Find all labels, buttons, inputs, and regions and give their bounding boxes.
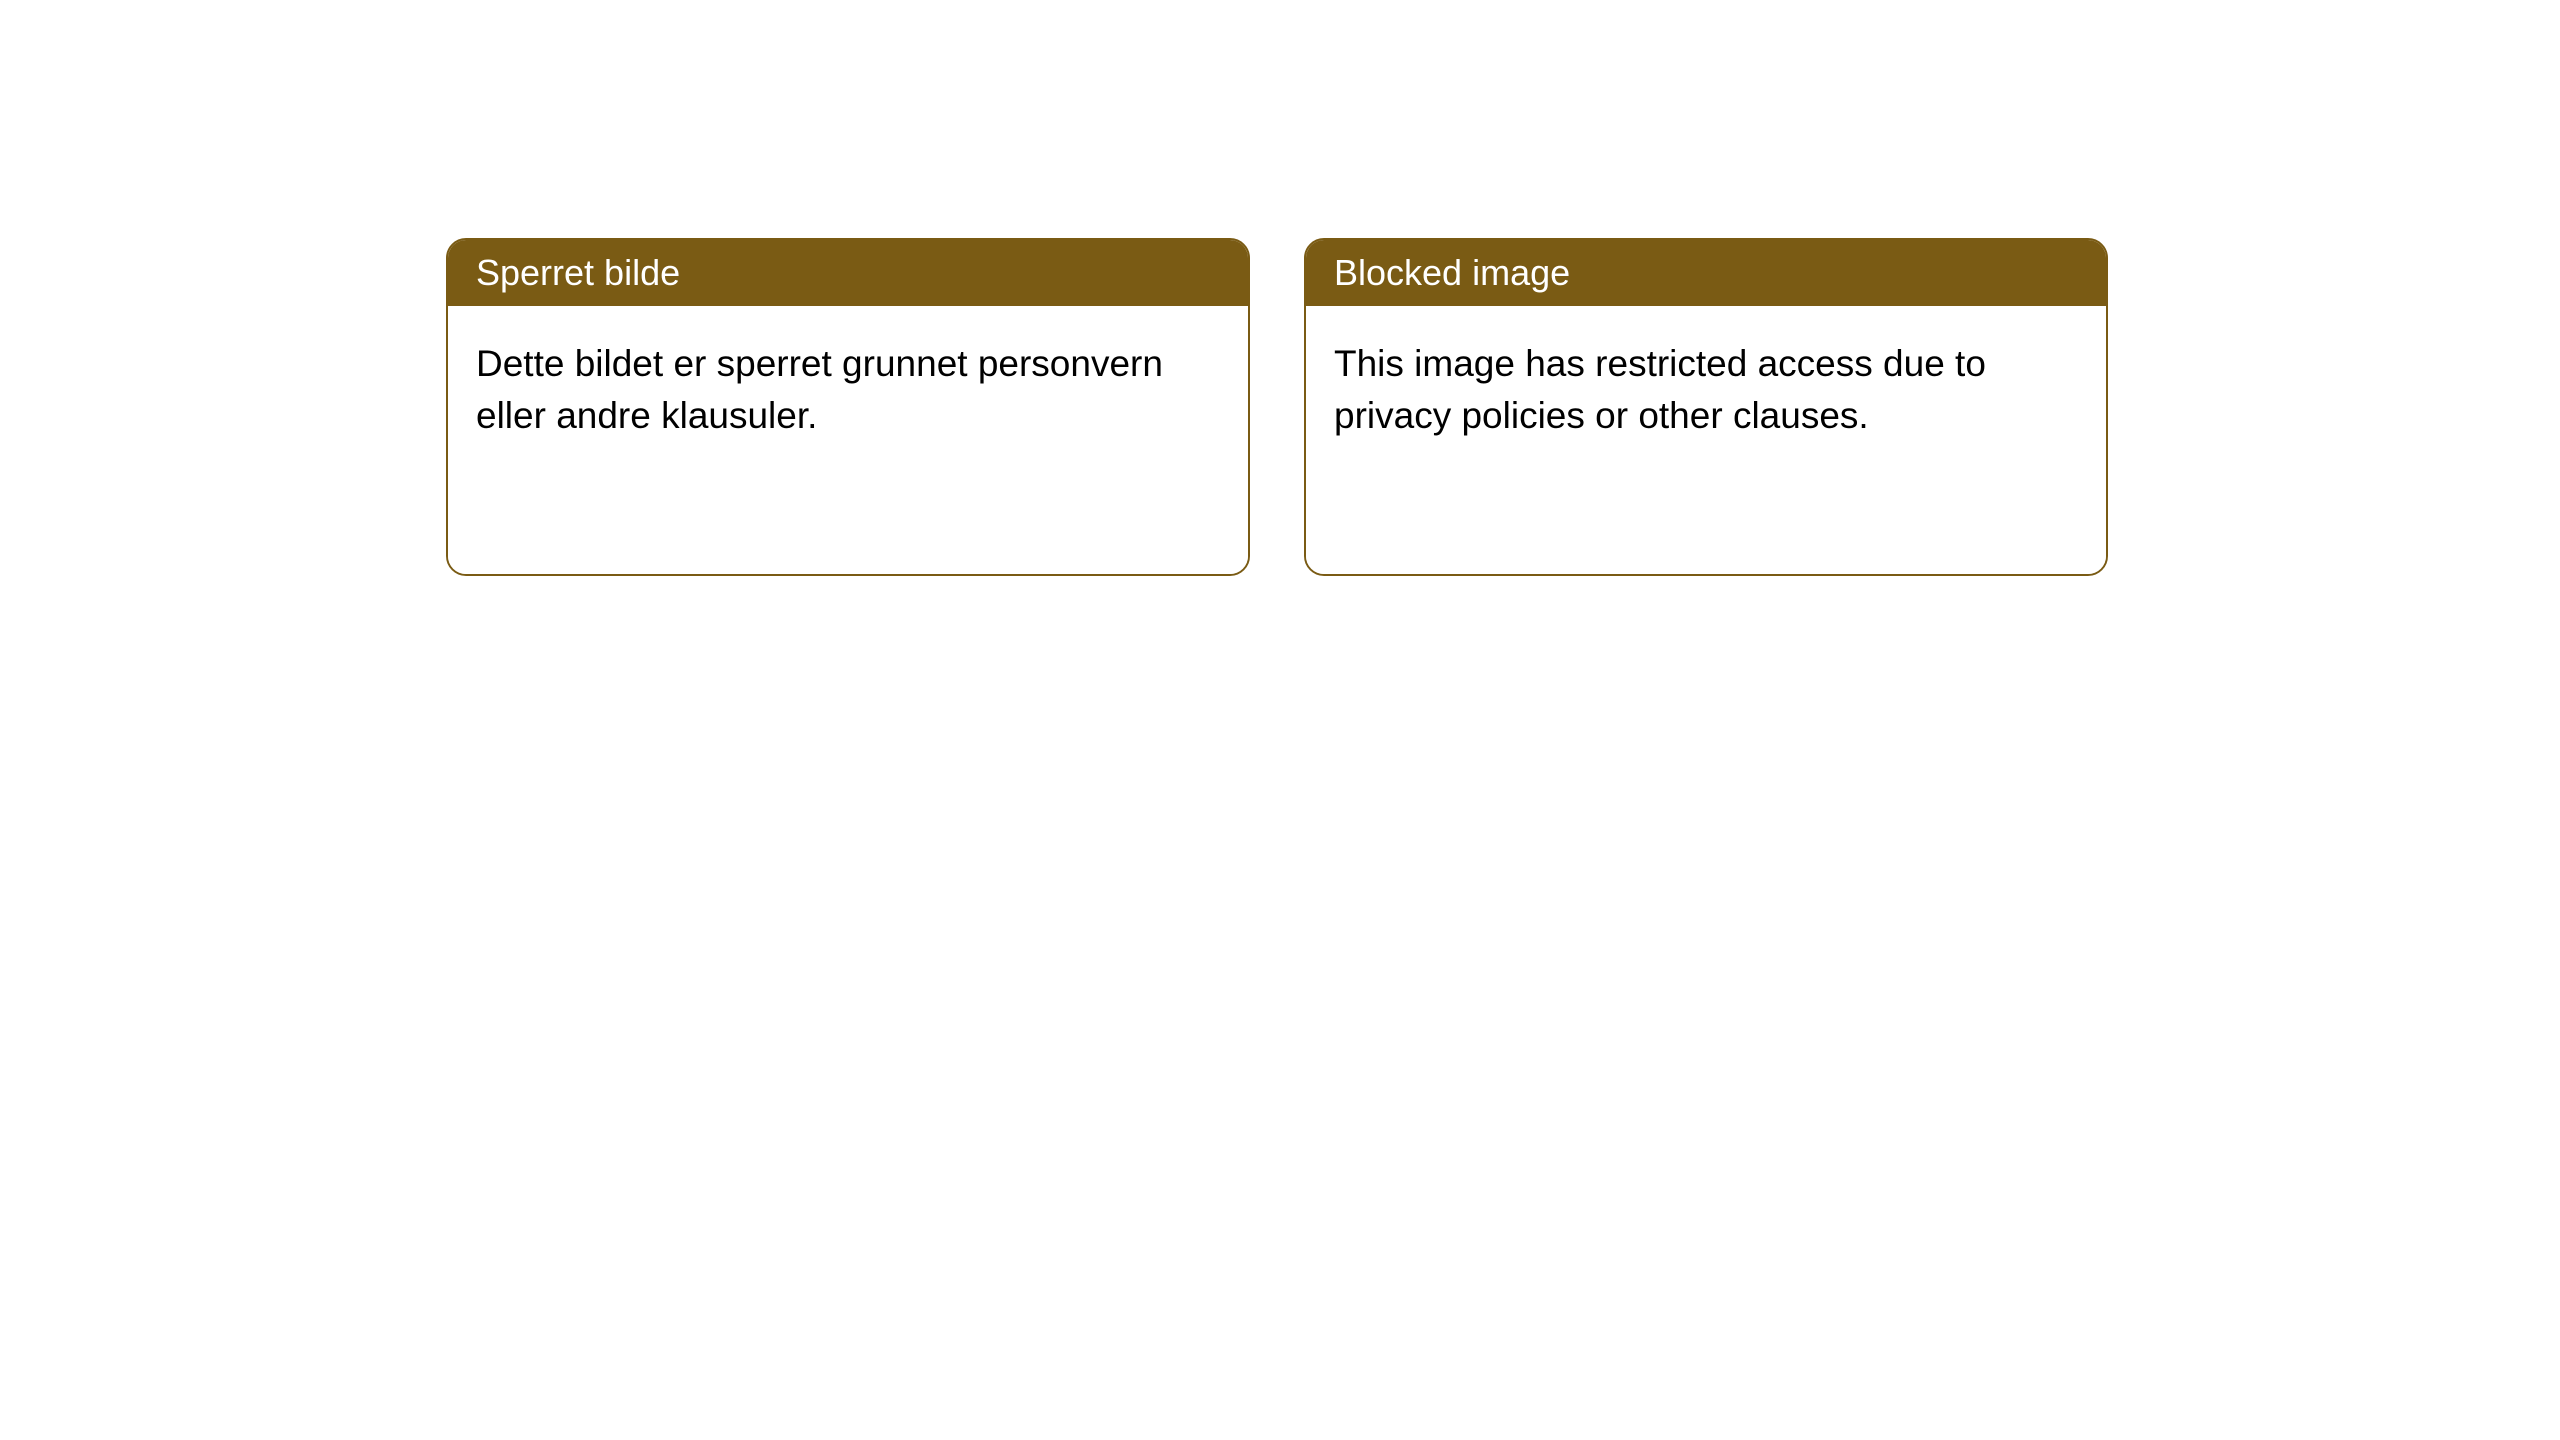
card-header-en: Blocked image: [1306, 240, 2106, 306]
card-body-no: Dette bildet er sperret grunnet personve…: [448, 306, 1248, 574]
cards-container: Sperret bilde Dette bildet er sperret gr…: [0, 0, 2560, 576]
card-header-no: Sperret bilde: [448, 240, 1248, 306]
blocked-image-card-no: Sperret bilde Dette bildet er sperret gr…: [446, 238, 1250, 576]
card-body-text-en: This image has restricted access due to …: [1334, 343, 1986, 436]
card-title-no: Sperret bilde: [476, 252, 680, 293]
card-title-en: Blocked image: [1334, 252, 1570, 293]
card-body-text-no: Dette bildet er sperret grunnet personve…: [476, 343, 1163, 436]
card-body-en: This image has restricted access due to …: [1306, 306, 2106, 574]
blocked-image-card-en: Blocked image This image has restricted …: [1304, 238, 2108, 576]
